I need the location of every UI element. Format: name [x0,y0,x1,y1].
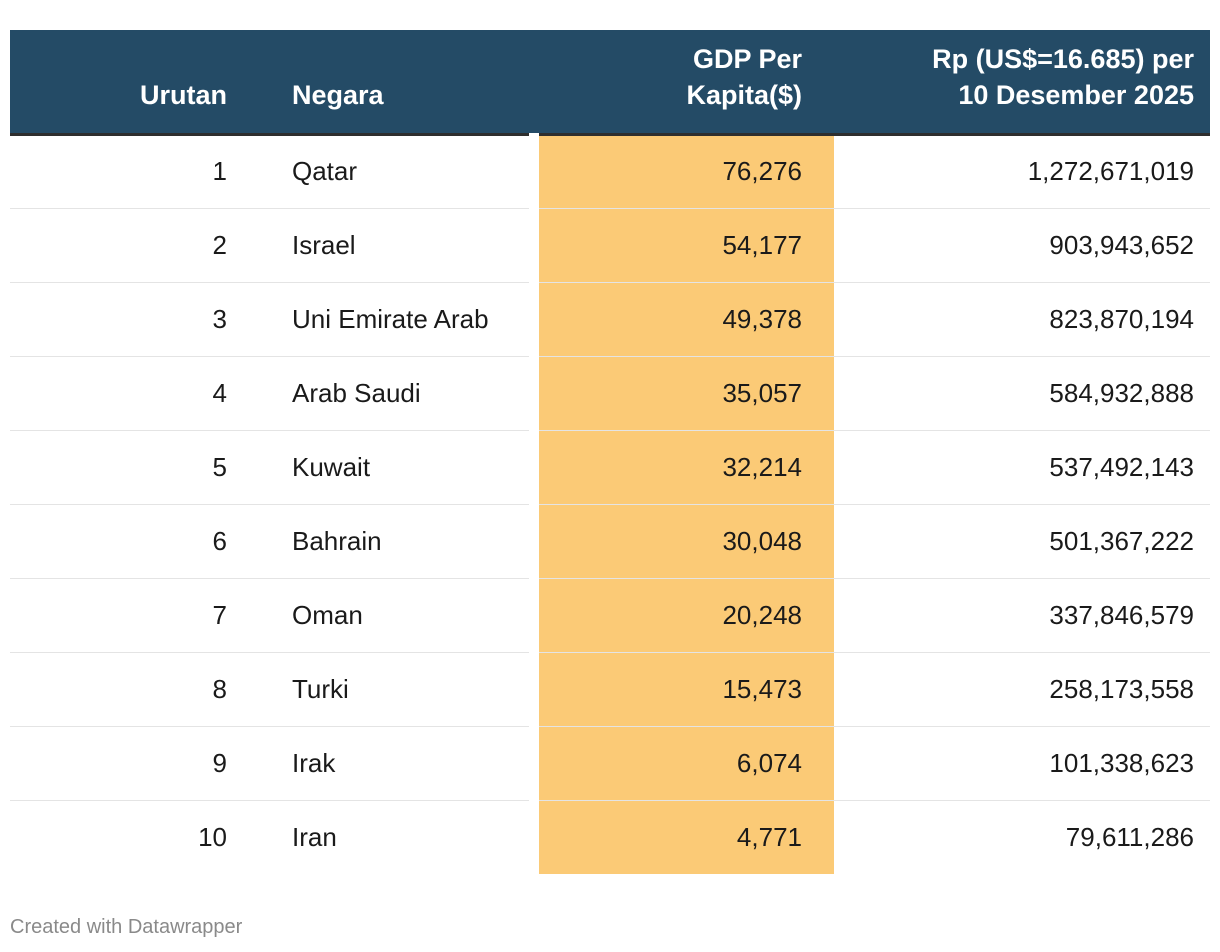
cell-rank: 6 [10,504,242,579]
table-row: 10 Iran 4,771 79,611,286 [10,800,1210,874]
cell-rupiah: 258,173,558 [834,652,1210,727]
table-row: 3 Uni Emirate Arab 49,378 823,870,194 [10,282,1210,357]
cell-rank: 4 [10,356,242,431]
cell-gdp: 49,378 [529,282,834,357]
cell-gdp: 54,177 [529,208,834,283]
table-header-row: Urutan Negara GDP Per Kapita($) Rp (US$=1… [10,30,1210,136]
table-row: 6 Bahrain 30,048 501,367,222 [10,504,1210,579]
cell-rank: 2 [10,208,242,283]
cell-rank: 3 [10,282,242,357]
cell-country: Turki [242,652,534,727]
table-row: 9 Irak 6,074 101,338,623 [10,726,1210,801]
cell-rupiah: 537,492,143 [834,430,1210,505]
cell-country: Irak [242,726,534,801]
table-row: 8 Turki 15,473 258,173,558 [10,652,1210,727]
cell-gdp: 6,074 [529,726,834,801]
cell-rank: 10 [198,821,227,852]
cell-gdp: 30,048 [529,504,834,579]
cell-country: Oman [242,578,534,653]
table-row: 2 Israel 54,177 903,943,652 [10,208,1210,283]
cell-rupiah: 79,611,286 [1065,821,1194,852]
cell-rupiah: 903,943,652 [834,208,1210,283]
header-rupiah-line1: Rp (US$=16.685) per [932,43,1194,74]
cell-rupiah: 501,367,222 [834,504,1210,579]
datawrapper-credit[interactable]: Created with Datawrapper [10,916,243,938]
cell-country: Kuwait [242,430,534,505]
cell-rank: 8 [10,652,242,727]
cell-gdp: 15,473 [529,652,834,727]
cell-rupiah: 584,932,888 [834,356,1210,431]
cell-rupiah: 823,870,194 [834,282,1210,357]
header-country[interactable]: Negara [242,30,534,136]
table-row: 4 Arab Saudi 35,057 584,932,888 [10,356,1210,431]
cell-rupiah: 101,338,623 [834,726,1210,801]
cell-country: Qatar [242,134,534,209]
cell-gdp: 4,771 [529,800,834,874]
cell-country: Bahrain [242,504,534,579]
table-row: 7 Oman 20,248 337,846,579 [10,578,1210,653]
cell-rank: 9 [10,726,242,801]
cell-country: Uni Emirate Arab [242,282,534,357]
header-rank[interactable]: Urutan [10,30,242,136]
table-row: 5 Kuwait 32,214 537,492,143 [10,430,1210,505]
header-gdp-line1: GDP Per [692,43,802,74]
cell-rupiah: 1,272,671,019 [834,134,1210,209]
cell-country: Iran [292,821,337,852]
cell-gdp: 20,248 [529,578,834,653]
data-table-container: Urutan Negara GDP Per Kapita($) Rp (US$=1… [10,30,1210,874]
cell-country: Israel [242,208,534,283]
header-gdp-line2: Kapita($) [686,79,802,110]
cell-rank: 5 [10,430,242,505]
cell-rupiah: 337,846,579 [834,578,1210,653]
gdp-table: Urutan Negara GDP Per Kapita($) Rp (US$=1… [10,30,1210,874]
table-body: 1 Qatar 76,276 1,272,671,019 2 Israel 54,177 90… [10,134,1210,874]
cell-gdp: 35,057 [529,356,834,431]
header-rupiah-line2: 10 Desember 2025 [958,79,1194,110]
header-rupiah[interactable]: Rp (US$=16.685) per 10 Desember 2025 [834,30,1210,136]
cell-rank: 7 [10,578,242,653]
cell-gdp: 32,214 [529,430,834,505]
cell-gdp: 76,276 [529,134,834,209]
header-gdp[interactable]: GDP Per Kapita($) [534,30,834,136]
table-row: 1 Qatar 76,276 1,272,671,019 [10,134,1210,209]
cell-country: Arab Saudi [242,356,534,431]
cell-rank: 1 [10,134,242,209]
